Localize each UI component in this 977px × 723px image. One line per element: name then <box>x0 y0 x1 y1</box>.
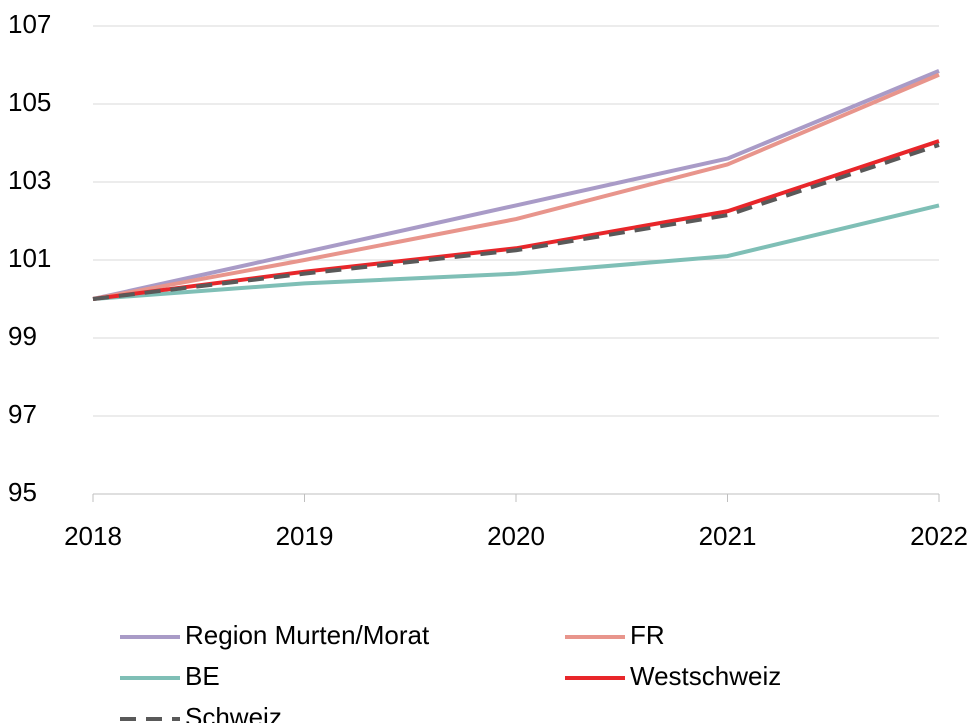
x-tick-label: 2018 <box>64 521 122 551</box>
y-tick-label: 107 <box>8 9 51 39</box>
x-tick-label: 2022 <box>910 521 968 551</box>
y-tick-label: 97 <box>8 399 37 429</box>
x-tick-label: 2019 <box>276 521 334 551</box>
legend-label: Westschweiz <box>630 661 781 691</box>
legend-label: Schweiz <box>185 702 282 723</box>
y-tick-label: 103 <box>8 165 51 195</box>
legend-label: Region Murten/Morat <box>185 620 430 650</box>
y-tick-label: 99 <box>8 321 37 351</box>
series-line <box>92 72 940 301</box>
x-tick-label: 2021 <box>699 521 757 551</box>
y-tick-label: 101 <box>8 243 51 273</box>
legend-label: BE <box>185 661 220 691</box>
series-line <box>92 143 940 301</box>
series-line <box>92 69 940 301</box>
x-tick-label: 2020 <box>487 521 545 551</box>
series-line <box>92 203 940 301</box>
y-tick-label: 105 <box>8 87 51 117</box>
y-tick-label: 95 <box>8 477 37 507</box>
legend-label: FR <box>630 620 665 650</box>
